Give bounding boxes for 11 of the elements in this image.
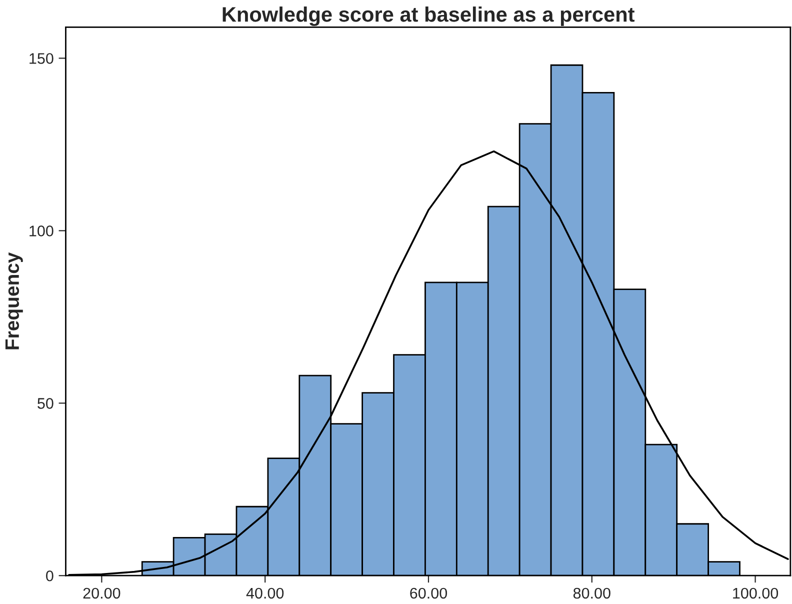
x-tick-label: 60.00 (410, 588, 448, 599)
y-axis-title: Frequency (5, 252, 23, 350)
y-tick-label: 100 (30, 226, 54, 236)
x-tick-label: 100.00 (733, 588, 778, 599)
chart-title: Knowledge score at baseline as a percent (222, 6, 635, 26)
y-tick-label: 50 (38, 398, 54, 409)
x-tick-label: 20.00 (83, 588, 120, 599)
y-tick-label: 150 (30, 53, 54, 64)
x-tick-label: 80.00 (573, 588, 610, 599)
x-tick-label: 40.00 (246, 588, 284, 599)
y-tick-label: 0 (46, 570, 54, 582)
